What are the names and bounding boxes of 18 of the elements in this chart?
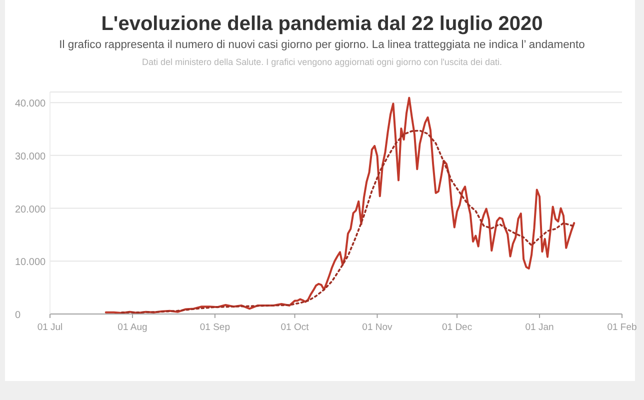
x-tick-label: 01 Oct <box>280 322 310 333</box>
y-tick-label: 40.000 <box>15 98 46 110</box>
line-series <box>120 130 576 314</box>
x-tick-label: 01 Dec <box>442 322 472 333</box>
chart-subtitle: Il grafico rappresenta il numero di nuovi casi giorno per giorno. La linea tratteggiata ne indica l’ andamento <box>58 38 586 52</box>
x-tick-label: 01 Nov <box>362 322 393 333</box>
x-tick-label: 01 Aug <box>118 322 148 333</box>
chart-title: L'evoluzione della pandemia dal 22 luglio 2020 <box>100 12 544 36</box>
x-tick-label: 01 Jan <box>525 322 554 333</box>
y-tick-label: 30.000 <box>15 151 46 162</box>
x-tick-label: 01 Feb <box>607 322 637 333</box>
y-tick-label: 10.000 <box>15 257 46 268</box>
line-series <box>104 96 576 314</box>
x-tick-label: 01 Jul <box>37 322 63 333</box>
y-tick-label: 0 <box>15 310 21 321</box>
x-tick-label: 01 Sep <box>200 322 230 333</box>
y-tick-label: 20.000 <box>15 204 46 216</box>
text: Dati del ministero della Salute. I grafici vengono aggiornati ogni giorno con l'uscita dei dati. <box>141 56 503 68</box>
